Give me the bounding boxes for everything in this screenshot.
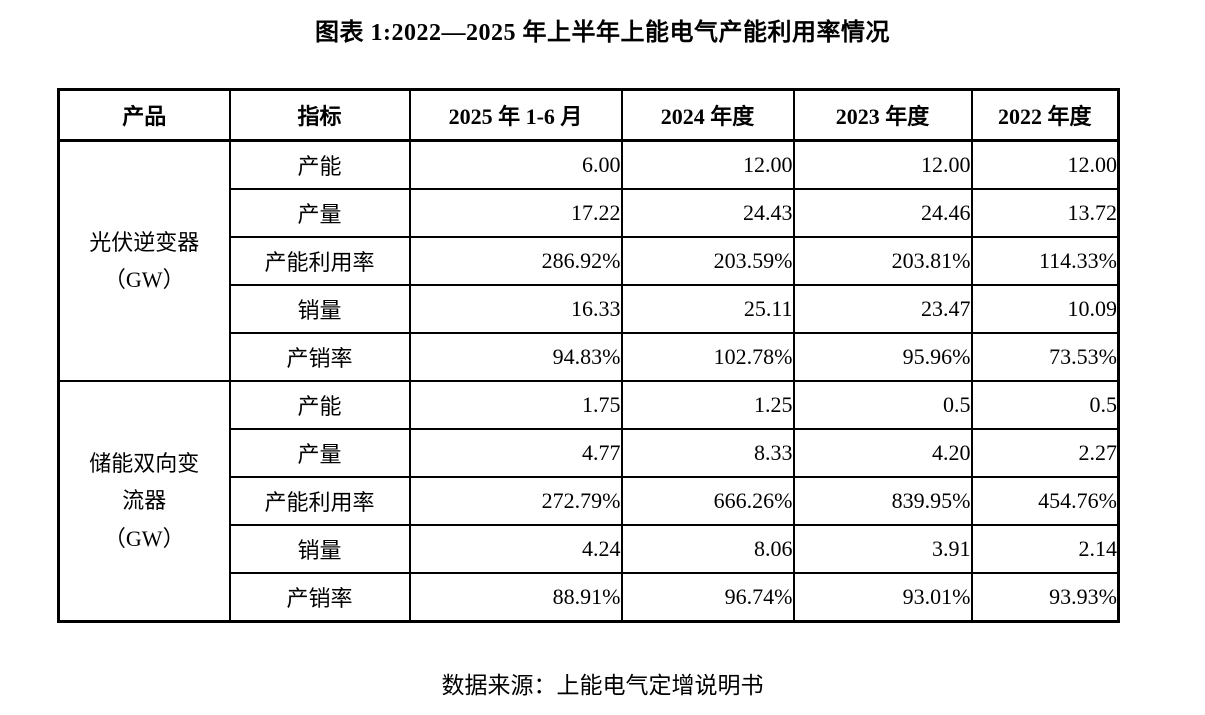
- value-cell: 2.14: [970, 524, 1120, 574]
- value-cell: 1.75: [408, 380, 623, 430]
- figure-title: 图表 1:2022—2025 年上半年上能电气产能利用率情况: [315, 20, 890, 46]
- metric-cell: 产能: [228, 139, 411, 190]
- value-cell: 0.5: [970, 380, 1120, 430]
- value-cell: 12.00: [970, 139, 1120, 190]
- value-cell: 73.53%: [970, 332, 1120, 382]
- value-cell: 203.81%: [792, 236, 973, 286]
- value-cell: 96.74%: [620, 572, 795, 623]
- metric-cell: 销量: [228, 524, 411, 574]
- value-cell: 93.93%: [970, 572, 1120, 623]
- capacity-utilization-table: 产品 指标 2025 年 1-6 月 2024 年度 2023 年度 2022 …: [57, 88, 1120, 623]
- value-cell: 666.26%: [620, 476, 795, 526]
- capacity-table-wrapper: 产品 指标 2025 年 1-6 月 2024 年度 2023 年度 2022 …: [57, 88, 1120, 623]
- value-cell: 272.79%: [408, 476, 623, 526]
- metric-cell: 产能利用率: [228, 236, 411, 286]
- table-row: 产销率 94.83% 102.78% 95.96% 73.53%: [59, 332, 1120, 382]
- value-cell: 4.20: [792, 428, 973, 478]
- value-cell: 23.47: [792, 284, 973, 334]
- value-cell: 203.59%: [620, 236, 795, 286]
- value-cell: 12.00: [620, 139, 795, 190]
- value-cell: 10.09: [970, 284, 1120, 334]
- value-cell: 25.11: [620, 284, 795, 334]
- header-row: 产品 指标 2025 年 1-6 月 2024 年度 2023 年度 2022 …: [57, 88, 1120, 142]
- metric-cell: 销量: [228, 284, 411, 334]
- metric-cell: 产销率: [228, 332, 411, 382]
- value-cell: 8.06: [620, 524, 795, 574]
- value-cell: 2.27: [970, 428, 1120, 478]
- table-row: 销量 16.33 25.11 23.47 10.09: [59, 284, 1120, 334]
- header-cell-2023: 2023 年度: [792, 88, 973, 142]
- metric-cell: 产销率: [228, 572, 411, 623]
- value-cell: 1.25: [620, 380, 795, 430]
- value-cell: 24.46: [792, 188, 973, 238]
- value-cell: 95.96%: [792, 332, 973, 382]
- value-cell: 0.5: [792, 380, 973, 430]
- value-cell: 114.33%: [970, 236, 1120, 286]
- table-row: 储能双向变 流器 （GW） 产能 1.75 1.25 0.5 0.5: [57, 380, 1120, 623]
- value-cell: 94.83%: [408, 332, 623, 382]
- header-cell-2022: 2022 年度: [970, 88, 1120, 142]
- value-cell: 454.76%: [970, 476, 1120, 526]
- value-cell: 286.92%: [408, 236, 623, 286]
- metric-cell: 产量: [228, 188, 411, 238]
- header-cell-metric: 指标: [228, 88, 411, 142]
- value-cell: 12.00: [792, 139, 973, 190]
- header-cell-2024: 2024 年度: [620, 88, 795, 142]
- value-cell: 16.33: [408, 284, 623, 334]
- value-cell: 8.33: [620, 428, 795, 478]
- value-cell: 102.78%: [620, 332, 795, 382]
- product-cell-storage-converter: 储能双向变 流器 （GW）: [57, 380, 231, 623]
- value-cell: 4.24: [408, 524, 623, 574]
- value-cell: 3.91: [792, 524, 973, 574]
- product-cell-pv-inverter: 光伏逆变器 （GW）: [57, 139, 231, 382]
- value-cell: 13.72: [970, 188, 1120, 238]
- table-row: 销量 4.24 8.06 3.91 2.14: [59, 524, 1120, 574]
- value-cell: 839.95%: [792, 476, 973, 526]
- table-row: 产量 17.22 24.43 24.46 13.72: [59, 188, 1120, 238]
- table-row: 产销率 88.91% 96.74% 93.01% 93.93%: [59, 572, 1120, 623]
- value-cell: 4.77: [408, 428, 623, 478]
- value-cell: 88.91%: [408, 572, 623, 623]
- value-cell: 6.00: [408, 139, 623, 190]
- header-cell-product: 产品: [57, 88, 231, 142]
- header-cell-2025h1: 2025 年 1-6 月: [408, 88, 623, 142]
- table-row: 产能利用率 286.92% 203.59% 203.81% 114.33%: [59, 236, 1120, 286]
- table-row: 产能利用率 272.79% 666.26% 839.95% 454.76%: [59, 476, 1120, 526]
- table-row: 产量 4.77 8.33 4.20 2.27: [59, 428, 1120, 478]
- metric-cell: 产量: [228, 428, 411, 478]
- metric-cell: 产能: [228, 380, 411, 430]
- value-cell: 17.22: [408, 188, 623, 238]
- value-cell: 24.43: [620, 188, 795, 238]
- table-row: 光伏逆变器 （GW） 产能 6.00 12.00 12.00 12.00: [57, 139, 1120, 382]
- value-cell: 93.01%: [792, 572, 973, 623]
- metric-cell: 产能利用率: [228, 476, 411, 526]
- data-source-caption: 数据来源：上能电气定增说明书: [441, 673, 764, 698]
